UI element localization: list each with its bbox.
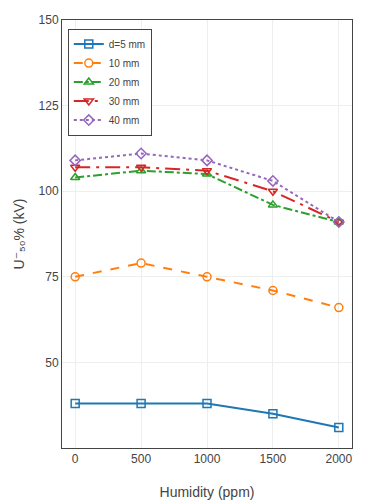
svg-text:1500: 1500 [260,452,287,466]
svg-text:d=5 mm: d=5 mm [109,39,145,50]
svg-text:40 mm: 40 mm [109,115,140,126]
svg-text:150: 150 [39,13,59,27]
svg-text:125: 125 [39,99,59,113]
svg-text:U⁻₅₀% (kV): U⁻₅₀% (kV) [11,199,27,270]
svg-text:30 mm: 30 mm [109,96,140,107]
svg-text:75: 75 [45,270,59,284]
svg-text:10 mm: 10 mm [109,58,140,69]
svg-text:50: 50 [45,356,59,370]
svg-text:0: 0 [72,452,79,466]
svg-text:100: 100 [39,184,59,198]
svg-text:2000: 2000 [325,452,352,466]
svg-text:1000: 1000 [194,452,221,466]
svg-text:20 mm: 20 mm [109,77,140,88]
svg-text:500: 500 [131,452,151,466]
svg-text:Humidity (ppm): Humidity (ppm) [160,484,255,500]
